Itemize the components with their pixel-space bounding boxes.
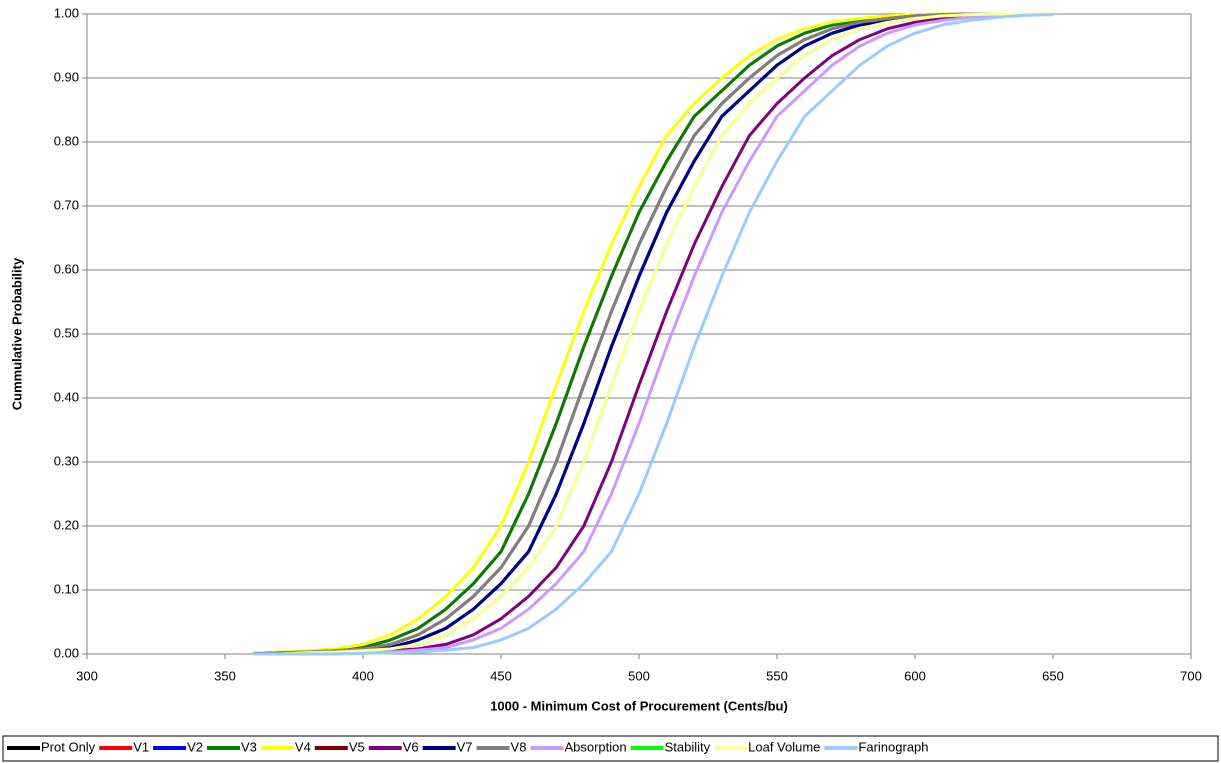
legend-label: V7 [457, 739, 473, 754]
y-tick-label: 0.70 [54, 197, 79, 212]
x-tick-label: 400 [352, 668, 374, 683]
y-tick-label: 0.90 [54, 69, 79, 84]
y-tick-label: 0.40 [54, 389, 79, 404]
x-tick-label: 450 [490, 668, 512, 683]
legend-label: Loaf Volume [748, 739, 820, 754]
legend-label: V4 [295, 739, 311, 754]
legend-label: V3 [241, 739, 257, 754]
y-tick-label: 0.50 [54, 325, 79, 340]
series-line [252, 12, 1053, 656]
x-tick-label: 700 [1180, 668, 1202, 683]
series-line [252, 12, 1053, 656]
y-tick-label: 0.60 [54, 261, 79, 276]
legend-label: Absorption [564, 739, 626, 754]
legend-label: V6 [403, 739, 419, 754]
x-tick-label: 350 [214, 668, 236, 683]
x-tick-label: 500 [628, 668, 650, 683]
x-axis-title: 1000 - Minimum Cost of Procurement (Cent… [490, 698, 788, 713]
y-tick-label: 0.10 [54, 581, 79, 596]
legend-box [2, 735, 1219, 762]
x-tick-label: 300 [76, 668, 98, 683]
y-tick-label: 0.80 [54, 133, 79, 148]
legend-label: V8 [511, 739, 527, 754]
legend-label: Prot Only [41, 739, 96, 754]
series-line [252, 13, 1054, 656]
y-axis-title: Cummulative Probability [9, 257, 24, 410]
x-tick-label: 600 [904, 668, 926, 683]
legend-label: V1 [133, 739, 149, 754]
y-tick-label: 0.00 [54, 645, 79, 660]
y-tick-label: 0.30 [54, 453, 79, 468]
y-tick-label: 1.00 [54, 5, 79, 20]
x-tick-label: 650 [1042, 668, 1064, 683]
legend-label: V5 [349, 739, 365, 754]
y-tick-label: 0.20 [54, 517, 79, 532]
legend-label: V2 [187, 739, 203, 754]
legend-label: Farinograph [858, 739, 928, 754]
legend-label: Stability [665, 739, 711, 754]
x-tick-label: 550 [766, 668, 788, 683]
